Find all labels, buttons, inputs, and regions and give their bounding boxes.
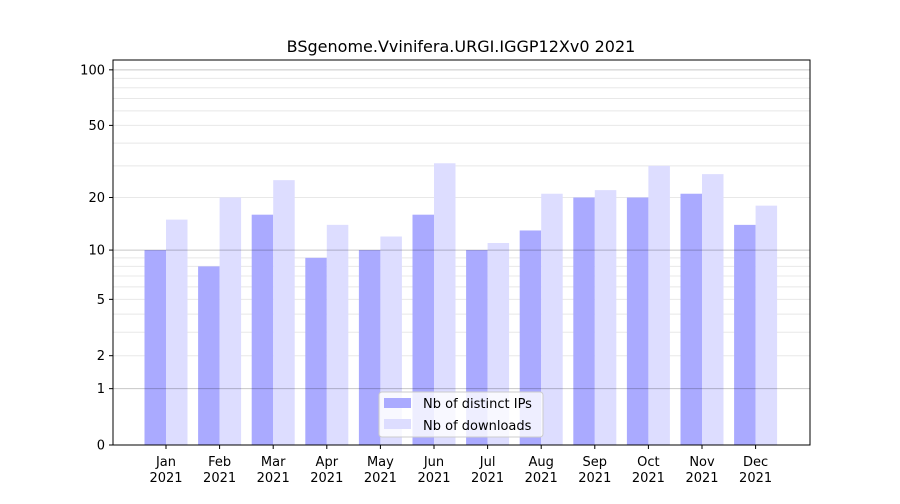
plot-frame: [112, 59, 811, 446]
bar-downloads: [166, 219, 188, 445]
y-tick-label: 0: [97, 439, 105, 454]
x-tick-label-year: 2021: [310, 471, 343, 486]
legend-box: [378, 391, 544, 438]
bar-ips: [734, 224, 756, 445]
bar-ips: [144, 250, 166, 445]
x-tick-label-month: Feb: [208, 455, 231, 470]
x-tick-label-month: Jul: [479, 455, 496, 470]
x-tick-label-month: Jan: [155, 455, 176, 470]
bar-ips: [680, 193, 702, 445]
legend-swatch-downloads: [384, 419, 411, 429]
legend-swatch-ips: [384, 398, 411, 408]
x-tick-label-month: Sep: [583, 455, 608, 470]
x-axis: Jan2021Feb2021Mar2021Apr2021May2021Jun20…: [149, 445, 772, 486]
bar-downloads: [273, 180, 295, 445]
x-tick-label-year: 2021: [525, 471, 558, 486]
x-tick-label-year: 2021: [364, 471, 397, 486]
y-tick-label: 20: [88, 191, 105, 206]
x-tick-label-year: 2021: [471, 471, 504, 486]
bar-ips: [573, 197, 595, 445]
bar-downloads: [541, 193, 563, 445]
x-tick-label-year: 2021: [257, 471, 290, 486]
bars: [144, 163, 778, 445]
x-tick-label-month: Nov: [689, 455, 715, 470]
x-tick-label-year: 2021: [578, 471, 611, 486]
y-tick-label: 10: [88, 244, 105, 259]
chart-title: BSgenome.Vvinifera.URGI.IGGP12Xv0 2021: [287, 37, 636, 56]
x-tick-label-year: 2021: [203, 471, 236, 486]
x-tick-label-month: Apr: [316, 455, 339, 470]
bar-ips: [358, 250, 381, 445]
x-tick-label-month: Mar: [261, 455, 286, 470]
x-tick-label-month: Dec: [743, 455, 768, 470]
y-axis: 0 1 2 5 10 20 50 100: [80, 63, 113, 454]
x-tick-label-year: 2021: [632, 471, 665, 486]
bar-ips: [198, 266, 220, 445]
bar-downloads: [434, 163, 456, 445]
y-tick-label: 100: [80, 63, 105, 78]
x-tick-label-year: 2021: [149, 471, 182, 486]
bar-downloads: [594, 190, 617, 445]
bar-ips: [251, 214, 274, 445]
y-tick-label: 5: [97, 293, 105, 308]
y-tick-label: 2: [97, 349, 105, 364]
bar-downloads: [702, 174, 724, 445]
x-tick-label-month: Oct: [637, 455, 659, 470]
bar-ips: [412, 214, 434, 445]
x-tick-label-year: 2021: [685, 471, 718, 486]
bar-downloads: [755, 205, 778, 445]
legend: Nb of distinct IPs Nb of downloads: [378, 391, 544, 438]
bar-downloads: [648, 165, 670, 445]
bar-downloads: [326, 224, 349, 445]
legend-label-ips: Nb of distinct IPs: [423, 397, 532, 412]
x-tick-label-year: 2021: [739, 471, 772, 486]
x-tick-label-month: May: [367, 455, 394, 470]
y-tick-label: 1: [97, 382, 105, 397]
bar-ips: [519, 230, 542, 445]
y-tick-label: 50: [88, 119, 105, 134]
bar-ips: [626, 197, 649, 445]
grid-overlay: [113, 69, 810, 390]
bar-downloads: [219, 197, 242, 445]
bar-ips: [305, 257, 327, 445]
x-tick-label-month: Jun: [423, 455, 444, 470]
legend-label-downloads: Nb of downloads: [423, 419, 532, 434]
x-tick-label-year: 2021: [417, 471, 450, 486]
x-tick-label-month: Aug: [529, 455, 554, 470]
